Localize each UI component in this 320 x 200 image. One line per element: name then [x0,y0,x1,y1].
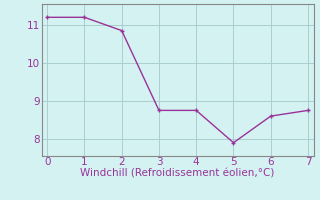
X-axis label: Windchill (Refroidissement éolien,°C): Windchill (Refroidissement éolien,°C) [80,169,275,179]
